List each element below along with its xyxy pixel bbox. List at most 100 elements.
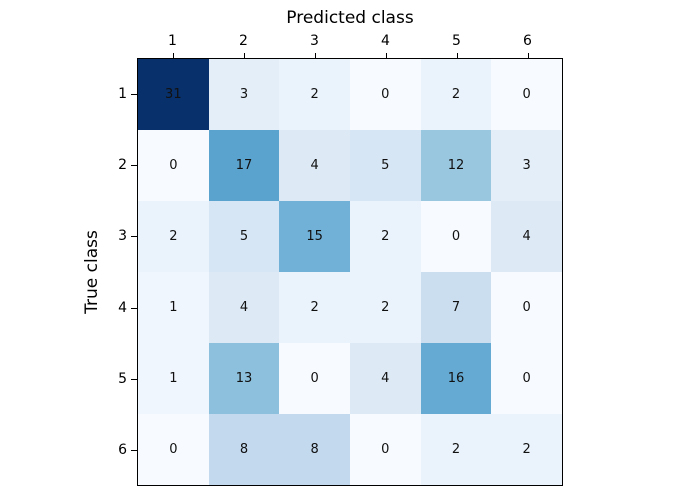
heatmap-cell-r1c4: 0: [349, 59, 421, 130]
heatmap-cell-r2c3: 4: [279, 130, 350, 201]
cell-value: 5: [381, 158, 390, 173]
cell-value: 2: [310, 87, 319, 102]
heatmap-cell-r4c6: 0: [491, 272, 562, 343]
cell-value: 7: [451, 300, 461, 315]
cell-value: 5: [239, 229, 249, 244]
heatmap-cell-r4c2: 4: [208, 272, 280, 343]
y-tick-mark: [131, 236, 137, 238]
heatmap-cell-r5c1: 1: [138, 343, 209, 414]
x-tick-mark: [456, 53, 458, 58]
cell-value: 0: [522, 300, 531, 315]
heatmap-cell-r3c5: 0: [420, 201, 492, 272]
heatmap-cell-r1c3: 2: [279, 59, 350, 130]
cell-value: 0: [169, 158, 178, 173]
heatmap-cell-r5c3: 0: [279, 343, 350, 414]
cell-value: 3: [239, 87, 249, 102]
heatmap-cell-r2c6: 3: [491, 130, 562, 201]
cell-value: 4: [310, 158, 319, 173]
x-tick-mark: [385, 53, 387, 58]
heatmap-cell-r4c3: 2: [279, 272, 350, 343]
cell-value: 2: [381, 229, 390, 244]
heatmap-cell-r6c5: 2: [420, 414, 492, 485]
y-tick-label-6: 6: [118, 442, 127, 459]
cell-value: 8: [239, 442, 249, 457]
heatmap-cell-r3c1: 2: [138, 201, 209, 272]
heatmap-cell-r5c5: 16: [420, 343, 492, 414]
x-tick-mark: [243, 53, 245, 58]
y-tick-label-4: 4: [118, 299, 127, 316]
cell-value: 1: [169, 300, 178, 315]
y-tick-mark: [131, 450, 137, 452]
cell-value: 15: [306, 229, 323, 244]
cell-value: 2: [381, 300, 390, 315]
heatmap-cell-r2c4: 5: [349, 130, 421, 201]
heatmap-cell-r1c1: 31: [138, 59, 209, 130]
y-tick-mark: [131, 307, 137, 309]
cell-value: 0: [522, 87, 531, 102]
heatmap-cell-r1c2: 3: [208, 59, 280, 130]
y-tick-label-3: 3: [118, 228, 127, 245]
heatmap-cell-r2c5: 12: [420, 130, 492, 201]
heatmap-cell-r4c4: 2: [349, 272, 421, 343]
cell-value: 0: [522, 371, 531, 386]
y-tick-label-1: 1: [118, 85, 127, 102]
cell-value: 2: [169, 229, 178, 244]
y-tick-label-5: 5: [118, 371, 127, 387]
heatmap-cell-r6c3: 8: [279, 414, 350, 485]
cell-value: 0: [381, 87, 390, 102]
cell-value: 17: [235, 158, 253, 173]
y-axis-title: True class: [82, 230, 102, 314]
heatmap-cell-r4c5: 7: [420, 272, 492, 343]
cell-value: 31: [165, 87, 182, 102]
y-tick-mark: [131, 379, 137, 380]
heatmap-cell-r2c1: 0: [138, 130, 209, 201]
cell-value: 2: [451, 442, 461, 457]
cell-value: 0: [451, 229, 461, 244]
cell-value: 3: [522, 158, 531, 173]
cell-value: 8: [310, 442, 319, 457]
cell-value: 0: [381, 442, 390, 457]
cell-value: 4: [381, 371, 390, 386]
x-tick-label-5: 5: [452, 33, 461, 49]
heatmap-cell-r6c4: 0: [349, 414, 421, 485]
y-tick-mark: [131, 93, 137, 95]
heatmap-cell-r3c4: 2: [349, 201, 421, 272]
heatmap-cell-r3c2: 5: [208, 201, 280, 272]
heatmap-cell-r1c6: 0: [491, 59, 562, 130]
heatmap-cell-r6c6: 2: [491, 414, 562, 485]
x-tick-label-2: 2: [239, 33, 248, 49]
heatmap-cell-r3c6: 4: [491, 201, 562, 272]
x-tick-label-6: 6: [523, 33, 532, 49]
x-axis-title: Predicted class: [286, 8, 414, 28]
cell-value: 0: [169, 442, 178, 457]
cell-value: 4: [239, 300, 249, 315]
heatmap-cell-r5c6: 0: [491, 343, 562, 414]
cell-value: 16: [447, 371, 465, 386]
cell-value: 4: [522, 229, 531, 244]
x-tick-mark: [172, 53, 174, 58]
cell-value: 2: [451, 87, 461, 102]
heatmap-plot-area: 31 3 2 0 2 0 0 17 4 5 12 3 2 5 15 2 0 4 1 4 2 2 7 0 1 13 0 4 16 0 0 8 8 0…: [137, 58, 563, 486]
x-tick-mark: [527, 53, 529, 58]
y-tick-label-2: 2: [118, 157, 127, 173]
heatmap-cell-r3c3: 15: [279, 201, 350, 272]
x-tick-label-3: 3: [310, 33, 319, 49]
cell-value: 13: [235, 371, 253, 386]
cell-value: 0: [310, 371, 319, 386]
heatmap-cell-r6c1: 0: [138, 414, 209, 485]
x-tick-mark: [314, 53, 316, 58]
heatmap-cell-r5c4: 4: [349, 343, 421, 414]
x-tick-label-1: 1: [168, 33, 177, 49]
heatmap-cell-r6c2: 8: [208, 414, 280, 485]
y-tick-mark: [131, 165, 137, 166]
heatmap-cell-r2c2: 17: [208, 130, 280, 201]
heatmap-cell-r1c5: 2: [420, 59, 492, 130]
cell-value: 2: [310, 300, 319, 315]
cell-value: 1: [169, 371, 178, 386]
cell-value: 2: [522, 442, 531, 457]
heatmap-cell-r4c1: 1: [138, 272, 209, 343]
heatmap-cell-r5c2: 13: [208, 343, 280, 414]
cell-value: 12: [447, 158, 465, 173]
x-tick-label-4: 4: [381, 33, 390, 49]
